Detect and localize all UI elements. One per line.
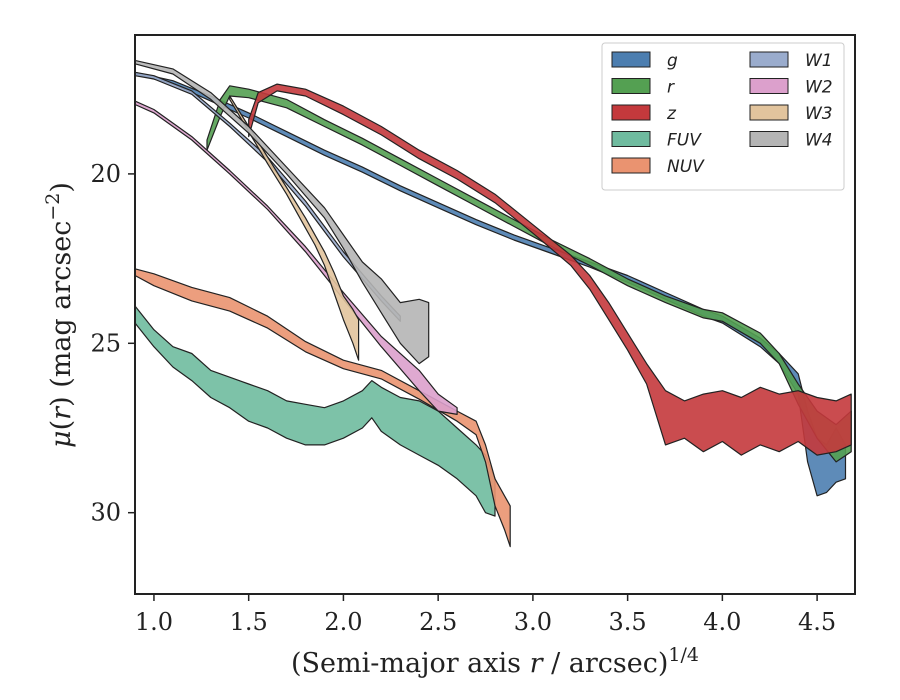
y-axis-label: μ(r) (mag arcsec−2) [42,182,77,448]
legend-label-w2: W2 [805,78,833,98]
legend-label-r: r [667,78,675,98]
legend-swatch-r [611,78,651,94]
data-bands [134,59,852,548]
x-tick-label: 2.0 [324,608,362,636]
legend-swatch-w1 [749,51,789,68]
y-axis-ticks: 20 25 30 [90,160,135,527]
band-r [206,85,852,463]
band-w2 [134,100,458,415]
legend-label-nuv: NUV [667,157,705,177]
band-w3 [229,95,360,361]
x-tick-label: 2.5 [419,608,457,636]
y-tick-label: 25 [90,329,121,357]
legend-swatch-fuv [611,131,651,147]
legend-label-w3: W3 [805,104,833,124]
band-w4 [134,59,430,365]
x-tick-label: 1.5 [230,608,268,636]
band-g [134,71,847,497]
legend-label-z: z [666,104,677,124]
y-tick-label: 20 [90,160,121,188]
plot-frame [134,34,856,595]
legend-label-w4: W4 [805,131,833,151]
x-tick-label: 3.5 [609,608,647,636]
legend-swatch-nuv [611,157,651,174]
legend-swatch-z [611,104,651,121]
band-z [248,83,852,456]
legend-label-w1: W1 [805,51,833,71]
legend-swatch-w3 [749,104,789,121]
legend-swatch-w4 [749,131,789,147]
y-tick-label: 30 [90,499,121,527]
x-tick-label: 1.0 [135,608,173,636]
legend-swatch-g [611,51,651,68]
band-fuv [134,305,496,517]
x-tick-label: 4.5 [798,608,836,636]
legend-label-fuv: FUV [667,131,702,151]
x-tick-label: 4.0 [703,608,741,636]
legend-label-g: g [667,51,678,71]
x-tick-label: 3.0 [514,608,552,636]
legend: grz FUV NUV W1 W2 W3 W4 [601,42,845,191]
x-axis-ticks: 1.0 1.5 2.0 2.5 3.0 3.5 4.0 4.5 [135,594,836,636]
x-axis-label: (Semi-major axis r / arcsec)1/4 [291,644,699,679]
legend-swatch-w2 [749,78,789,94]
